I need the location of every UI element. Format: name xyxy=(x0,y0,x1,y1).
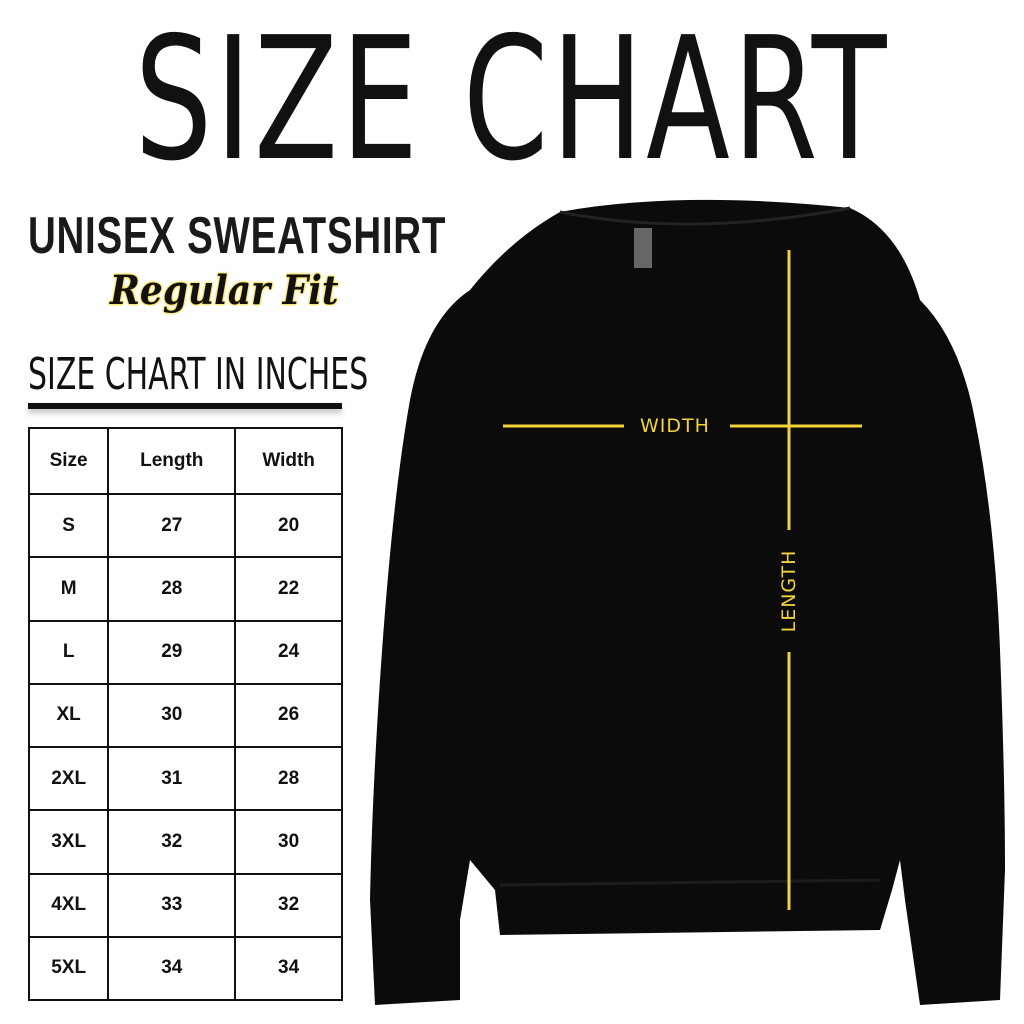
width-label: WIDTH xyxy=(640,415,710,437)
sweatshirt-body xyxy=(370,199,1005,1005)
width-cell: 24 xyxy=(234,619,343,685)
length-label: LENGTH xyxy=(778,549,800,633)
length-cell: 34 xyxy=(107,935,237,1002)
table-row: 3XL 32 30 xyxy=(27,809,343,875)
table-row: 5XL 34 34 xyxy=(27,935,343,1002)
length-cell: 31 xyxy=(107,745,237,812)
width-cell: 30 xyxy=(234,809,343,875)
width-cell: 22 xyxy=(234,556,343,622)
length-cell: 33 xyxy=(107,872,237,938)
length-cell: 32 xyxy=(107,809,237,875)
width-cell: 32 xyxy=(234,872,343,938)
table-row: 2XL 31 28 xyxy=(27,745,343,812)
size-cell: 2XL xyxy=(27,745,110,812)
width-cell: 20 xyxy=(234,492,343,559)
fit-label: Regular Fit xyxy=(110,267,339,314)
size-cell: S xyxy=(27,492,110,559)
width-cell: 28 xyxy=(234,745,343,812)
length-cell: 28 xyxy=(107,556,237,622)
units-heading: SIZE CHART IN INCHES xyxy=(28,349,369,400)
table-row: S 27 20 xyxy=(27,492,343,559)
size-cell: M xyxy=(27,556,110,622)
table-row: 4XL 33 32 xyxy=(27,872,343,938)
column-header: Size xyxy=(27,427,110,495)
length-cell: 27 xyxy=(107,492,237,559)
neck-label xyxy=(634,228,652,268)
width-cell: 34 xyxy=(234,935,343,1002)
table-row: L 29 24 xyxy=(27,619,343,685)
product-name: UNISEX SWEATSHIRT xyxy=(28,207,447,265)
table-header-row: Size Length Width xyxy=(27,427,343,495)
size-cell: 5XL xyxy=(27,935,110,1002)
sweatshirt-image xyxy=(370,199,1005,1005)
column-header: Width xyxy=(234,427,343,495)
length-cell: 30 xyxy=(107,682,237,749)
page-title: SIZE CHART xyxy=(134,1,890,199)
size-table: Size Length Width S 27 20 M 28 22 L 29 24 XL 30 26 2XL… xyxy=(27,427,343,1002)
table-row: XL 30 26 xyxy=(27,682,343,749)
width-cell: 26 xyxy=(234,682,343,749)
size-cell: 3XL xyxy=(27,809,110,875)
table-row: M 28 22 xyxy=(27,556,343,622)
size-cell: L xyxy=(27,619,110,685)
size-cell: XL xyxy=(27,682,110,749)
length-cell: 29 xyxy=(107,619,237,685)
size-cell: 4XL xyxy=(27,872,110,938)
heading-underline xyxy=(28,403,342,409)
column-header: Length xyxy=(107,427,237,495)
